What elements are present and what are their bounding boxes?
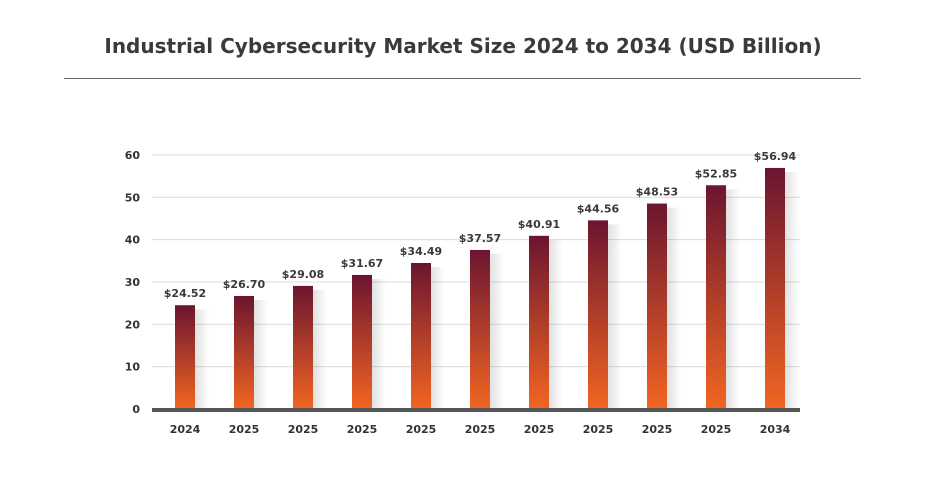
data-label: $48.53	[636, 186, 678, 199]
y-tick-label: 50	[125, 191, 141, 204]
bar	[175, 305, 195, 409]
bar-shadow	[254, 299, 268, 409]
data-label: $52.85	[695, 167, 737, 180]
bar	[765, 167, 785, 409]
y-tick-label: 40	[125, 234, 141, 247]
data-labels: $24.52 $26.70 $29.08 $31.67 $34.49 $37.57 $40.…	[164, 150, 797, 300]
bar	[411, 262, 431, 409]
bar	[588, 220, 608, 409]
bar	[470, 249, 490, 409]
title-divider	[64, 78, 861, 79]
bar-shadow	[608, 224, 622, 409]
bar-shadow	[372, 278, 386, 409]
data-label: $34.49	[400, 245, 442, 258]
chart-title: Industrial Cybersecurity Market Size 202…	[104, 34, 822, 58]
bar	[647, 203, 667, 409]
bar-shadow	[490, 253, 504, 409]
x-tick-label: 2025	[465, 423, 496, 436]
bar	[293, 285, 313, 409]
x-tick-label: 2034	[760, 423, 791, 436]
bar-shadow	[785, 171, 799, 409]
data-label: $26.70	[223, 278, 266, 291]
bar	[529, 235, 549, 409]
bar-shadow	[313, 289, 327, 409]
data-label: $40.91	[518, 218, 560, 231]
data-label: $37.57	[459, 232, 501, 245]
y-tick-label: 10	[125, 361, 141, 374]
x-tick-label: 2025	[583, 423, 614, 436]
x-tick-label: 2025	[406, 423, 437, 436]
bar-shadow	[667, 207, 681, 409]
data-label: $56.94	[754, 150, 797, 163]
data-label: $31.67	[341, 257, 383, 270]
x-tick-label: 2025	[524, 423, 555, 436]
bar	[234, 295, 254, 409]
y-tick-label: 60	[125, 149, 141, 162]
y-axis-ticks: 0 10 20 30 40 50 60	[125, 149, 141, 416]
x-tick-label: 2025	[288, 423, 319, 436]
bar-shadow	[726, 189, 740, 409]
data-label: $29.08	[282, 268, 324, 281]
data-label: $24.52	[164, 287, 206, 300]
x-axis-line	[152, 408, 800, 412]
x-tick-label: 2025	[229, 423, 260, 436]
bars	[175, 167, 799, 409]
bar	[706, 185, 726, 409]
y-tick-label: 0	[132, 403, 140, 416]
x-tick-label: 2025	[701, 423, 732, 436]
x-axis-categories: 2024 2025 2025 2025 2025 2025 2025 2025 2025 2025…	[170, 423, 791, 436]
bar-shadow	[195, 309, 209, 409]
bar-shadow	[431, 266, 445, 409]
x-tick-label: 2024	[170, 423, 201, 436]
y-tick-label: 30	[125, 276, 141, 289]
x-tick-label: 2025	[642, 423, 673, 436]
data-label: $44.56	[577, 202, 620, 215]
y-tick-label: 20	[125, 318, 141, 331]
x-tick-label: 2025	[347, 423, 378, 436]
bar-shadow	[549, 239, 563, 409]
bar	[352, 274, 372, 409]
